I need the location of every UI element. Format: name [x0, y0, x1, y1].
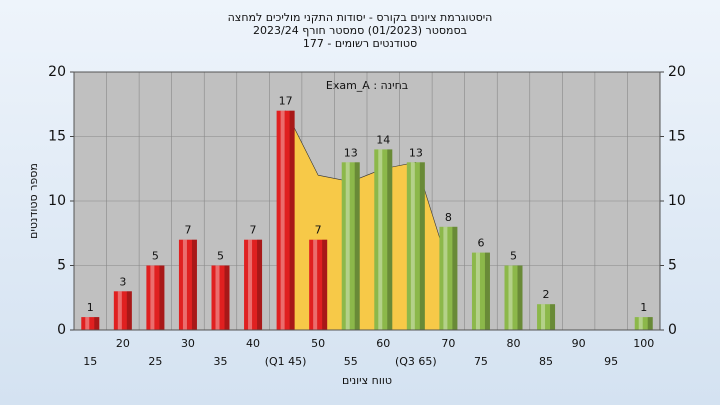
- bar: [537, 304, 556, 330]
- bar-highlight: [215, 265, 220, 330]
- y-tick-label: 20: [48, 64, 66, 80]
- bar: [309, 239, 328, 330]
- bar-shade: [387, 149, 393, 330]
- bar-shade: [517, 265, 523, 330]
- bar-highlight: [378, 149, 383, 330]
- x-tick-label: 40: [246, 337, 260, 350]
- value-label: 13: [344, 146, 358, 159]
- bar: [439, 226, 458, 330]
- bar: [341, 162, 360, 330]
- bar-highlight: [117, 291, 122, 330]
- title-line: היסטוגרמת ציונים בקורס - יסודות התקני מו…: [228, 11, 493, 24]
- bar-shade: [257, 239, 263, 330]
- bar-shade: [126, 291, 132, 330]
- x-axis-label: טווח ציונים: [342, 374, 392, 387]
- y-tick-label: 5: [57, 258, 66, 274]
- value-label: 3: [119, 275, 126, 288]
- value-label: 7: [250, 224, 257, 237]
- x-tick-label: 100: [633, 337, 654, 350]
- bar-shade: [159, 265, 165, 330]
- x-tick-label: (Q1 45): [265, 355, 307, 368]
- bar-highlight: [85, 317, 90, 330]
- y2-tick-label: 0: [668, 322, 677, 338]
- bar-shade: [647, 317, 653, 330]
- bar-highlight: [410, 162, 415, 330]
- bar: [113, 291, 132, 330]
- y-axis-label: מספר סטודנטים: [27, 163, 40, 239]
- bar: [178, 239, 197, 330]
- bar-highlight: [345, 162, 350, 330]
- title-line: סטודנטים רשומים - 177: [303, 37, 417, 50]
- x-tick-label: 95: [604, 355, 618, 368]
- bar-highlight: [280, 110, 285, 330]
- bar: [146, 265, 165, 330]
- value-label: 13: [409, 146, 423, 159]
- plot-border: [73, 71, 661, 331]
- x-tick-label: 30: [181, 337, 195, 350]
- value-label: 2: [543, 288, 550, 301]
- x-tick-label: 80: [507, 337, 521, 350]
- x-tick-label: 70: [441, 337, 455, 350]
- bar-shade: [94, 317, 100, 330]
- bar-shade: [322, 239, 328, 330]
- bar: [406, 162, 425, 330]
- title-line: בסמסטר (01/2023) סמסטר חורף 2023/24: [253, 24, 467, 37]
- value-label: 5: [217, 250, 224, 263]
- y2-tick-label: 5: [668, 258, 677, 274]
- x-tick-label: 55: [344, 355, 358, 368]
- bar-highlight: [248, 239, 253, 330]
- bar-highlight: [313, 239, 318, 330]
- value-label: 1: [87, 301, 94, 314]
- x-tick-label: 50: [311, 337, 325, 350]
- bar-highlight: [443, 226, 448, 330]
- value-label: 5: [510, 250, 517, 263]
- bar: [634, 317, 653, 330]
- y-tick-label: 0: [57, 322, 66, 338]
- bar-shade: [484, 252, 490, 330]
- x-tick-label: 15: [83, 355, 97, 368]
- bar-shade: [289, 110, 295, 330]
- bar-highlight: [150, 265, 155, 330]
- bar-shade: [419, 162, 425, 330]
- bar: [504, 265, 523, 330]
- x-tick-label: 60: [376, 337, 390, 350]
- bar-highlight: [508, 265, 513, 330]
- bar-highlight: [638, 317, 643, 330]
- x-tick-label: 20: [116, 337, 130, 350]
- bar: [276, 110, 295, 330]
- bar: [81, 317, 100, 330]
- bar: [374, 149, 393, 330]
- bar-shade: [354, 162, 360, 330]
- x-tick-label: 25: [148, 355, 162, 368]
- x-tick-label: (Q3 65): [395, 355, 437, 368]
- value-label: 7: [184, 224, 191, 237]
- y-tick-label: 10: [48, 193, 66, 209]
- x-tick-label: 85: [539, 355, 553, 368]
- y-tick-label: 15: [48, 129, 66, 145]
- bar-shade: [191, 239, 197, 330]
- bar-shade: [224, 265, 230, 330]
- value-label: 7: [315, 224, 322, 237]
- value-label: 1: [640, 301, 647, 314]
- x-tick-label: 35: [214, 355, 228, 368]
- bar: [244, 239, 263, 330]
- bar-highlight: [475, 252, 480, 330]
- bar-highlight: [541, 304, 546, 330]
- value-label: 6: [477, 237, 484, 250]
- bar: [471, 252, 490, 330]
- bar: [211, 265, 230, 330]
- y2-tick-label: 15: [668, 129, 686, 145]
- value-label: 8: [445, 211, 452, 224]
- value-label: 17: [279, 95, 293, 108]
- bar-highlight: [182, 239, 187, 330]
- value-label: 14: [376, 133, 390, 146]
- value-label: 5: [152, 250, 159, 263]
- x-tick-label: 75: [474, 355, 488, 368]
- x-tick-label: 90: [572, 337, 586, 350]
- y2-tick-label: 10: [668, 193, 686, 209]
- bar-shade: [550, 304, 556, 330]
- y2-tick-label: 20: [668, 64, 686, 80]
- bar-shade: [452, 226, 458, 330]
